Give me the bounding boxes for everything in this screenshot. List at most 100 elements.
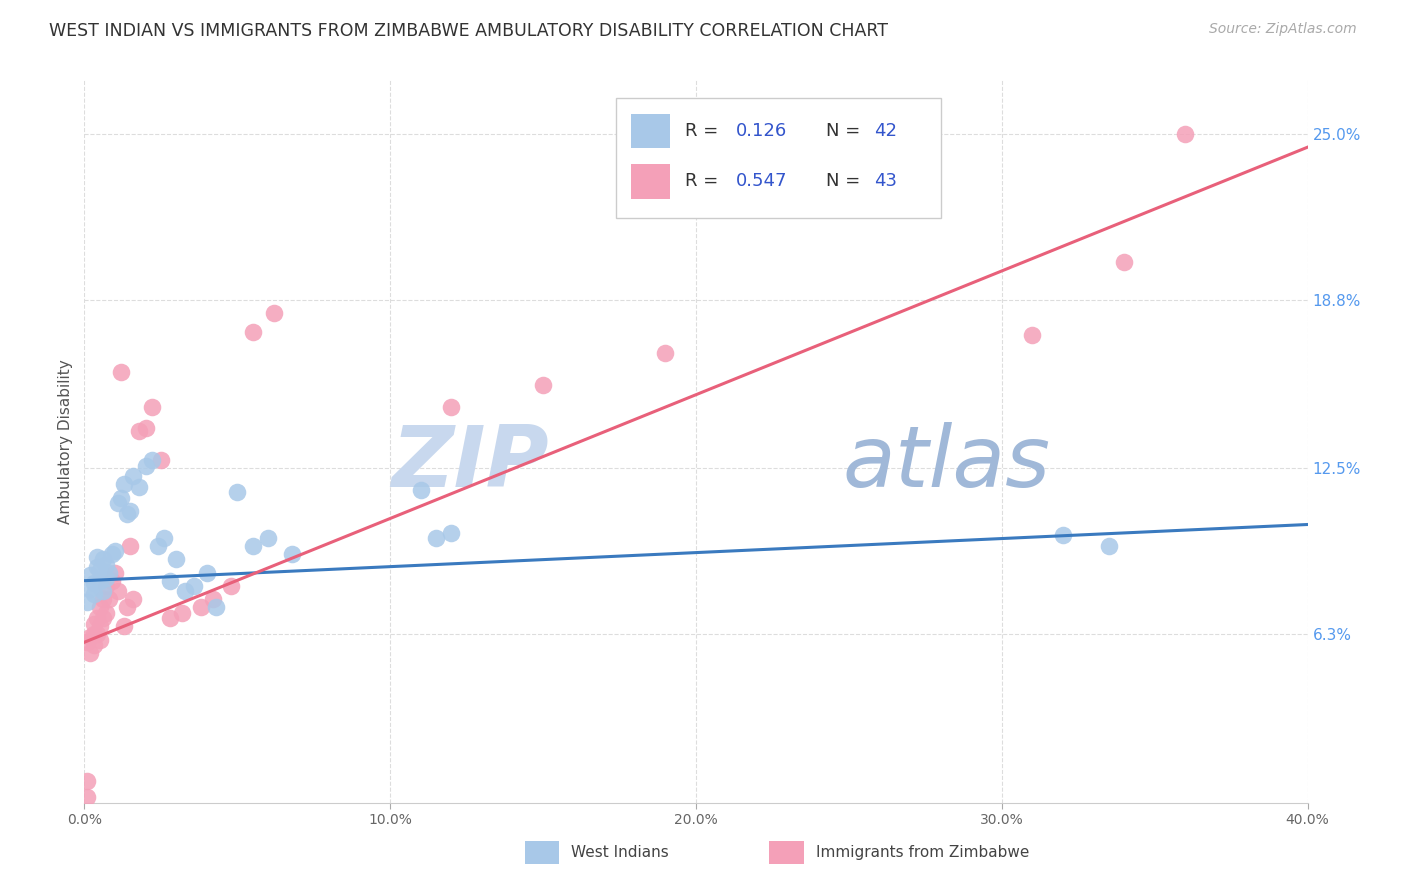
Point: [97, 592, 120, 607]
Point: [101, 574, 124, 588]
Point: [79, 630, 101, 644]
Point: [226, 485, 249, 500]
Point: [242, 539, 264, 553]
Point: [83, 627, 105, 641]
Text: West Indians: West Indians: [571, 845, 669, 860]
Point: [112, 619, 135, 633]
Point: [159, 611, 181, 625]
Point: [122, 469, 145, 483]
Point: [654, 346, 676, 360]
Point: [91, 584, 114, 599]
Point: [257, 531, 280, 545]
Point: [86, 627, 108, 641]
Point: [89, 574, 111, 588]
Point: [190, 600, 212, 615]
Point: [425, 531, 447, 545]
Point: [94, 579, 117, 593]
Point: [91, 611, 114, 625]
FancyBboxPatch shape: [631, 113, 671, 148]
Point: [205, 600, 228, 615]
Text: ZIP: ZIP: [391, 422, 550, 505]
Text: 0.547: 0.547: [737, 172, 787, 190]
Point: [159, 574, 181, 588]
Point: [440, 525, 463, 540]
Point: [1174, 127, 1197, 141]
FancyBboxPatch shape: [631, 164, 671, 199]
Point: [104, 544, 127, 558]
Text: Immigrants from Zimbabwe: Immigrants from Zimbabwe: [815, 845, 1029, 860]
Point: [201, 592, 224, 607]
Point: [440, 400, 463, 414]
Point: [86, 549, 108, 564]
Point: [94, 571, 117, 585]
Point: [83, 616, 105, 631]
Point: [76, 774, 98, 789]
FancyBboxPatch shape: [524, 841, 560, 864]
Text: WEST INDIAN VS IMMIGRANTS FROM ZIMBABWE AMBULATORY DISABILITY CORRELATION CHART: WEST INDIAN VS IMMIGRANTS FROM ZIMBABWE …: [49, 22, 889, 40]
Point: [128, 480, 150, 494]
Point: [107, 584, 129, 599]
Point: [79, 582, 101, 596]
Point: [149, 453, 172, 467]
Text: Source: ZipAtlas.com: Source: ZipAtlas.com: [1209, 22, 1357, 37]
Point: [91, 592, 114, 607]
Point: [141, 400, 163, 414]
Point: [165, 552, 187, 566]
Point: [76, 595, 98, 609]
Text: R =: R =: [685, 172, 724, 190]
Y-axis label: Ambulatory Disability: Ambulatory Disability: [58, 359, 73, 524]
Point: [83, 638, 105, 652]
Text: N =: N =: [825, 172, 866, 190]
Point: [110, 365, 132, 379]
Point: [141, 453, 163, 467]
Point: [135, 421, 157, 435]
FancyBboxPatch shape: [616, 98, 941, 218]
Point: [153, 531, 176, 545]
Point: [263, 306, 285, 320]
Point: [128, 424, 150, 438]
Text: N =: N =: [825, 122, 866, 140]
Point: [120, 504, 142, 518]
Point: [120, 539, 142, 553]
Point: [195, 566, 218, 580]
Text: R =: R =: [685, 122, 724, 140]
Point: [281, 547, 304, 561]
Point: [79, 646, 101, 660]
Point: [101, 547, 124, 561]
Point: [135, 458, 157, 473]
Point: [110, 491, 132, 505]
Text: atlas: atlas: [842, 422, 1050, 505]
Point: [115, 600, 138, 615]
Point: [76, 790, 98, 805]
Point: [79, 568, 101, 582]
Point: [86, 560, 108, 574]
Point: [76, 635, 98, 649]
Point: [89, 619, 111, 633]
Point: [409, 483, 432, 497]
Point: [531, 378, 554, 392]
Point: [172, 606, 194, 620]
Point: [219, 579, 242, 593]
Point: [83, 576, 105, 591]
Text: 43: 43: [875, 172, 897, 190]
Point: [104, 566, 127, 580]
Point: [89, 563, 111, 577]
FancyBboxPatch shape: [769, 841, 804, 864]
Point: [112, 477, 135, 491]
Point: [115, 507, 138, 521]
Point: [1098, 539, 1121, 553]
Point: [97, 566, 120, 580]
Point: [174, 584, 197, 599]
Point: [1021, 327, 1043, 342]
Point: [146, 539, 169, 553]
Point: [86, 611, 108, 625]
Point: [107, 496, 129, 510]
Point: [91, 552, 114, 566]
Point: [89, 600, 111, 615]
Point: [1114, 255, 1136, 269]
Point: [94, 606, 117, 620]
Point: [1052, 528, 1074, 542]
Point: [183, 579, 205, 593]
Text: 0.126: 0.126: [737, 122, 787, 140]
Point: [122, 592, 145, 607]
